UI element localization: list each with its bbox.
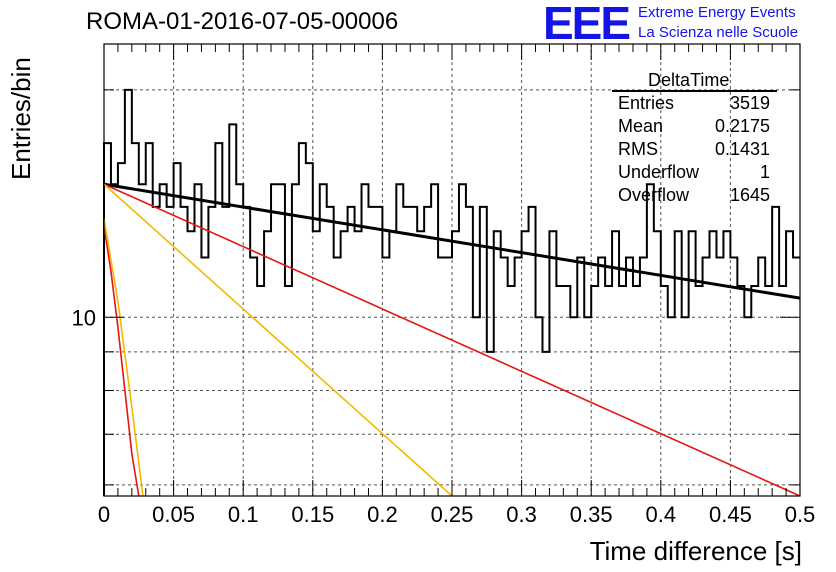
- stats-label-underflow: Underflow: [618, 162, 700, 182]
- x-tick-label: 0.2: [367, 502, 398, 527]
- x-tick-label: 0.4: [646, 502, 677, 527]
- logo-line1: Extreme Energy Events: [638, 4, 796, 21]
- fit-curve-slow-yellow: [103, 183, 453, 497]
- stats-label-mean: Mean: [618, 116, 664, 136]
- stats-value-entries: 3519: [729, 93, 770, 113]
- fit-curve-fast: [103, 226, 140, 497]
- x-tick-label: 0.5: [785, 502, 816, 527]
- x-tick-label: 0: [98, 502, 110, 527]
- x-tick-label: 0.3: [506, 502, 537, 527]
- x-axis-label: Time difference [s]: [589, 536, 802, 566]
- eee-logo: EEE: [543, 0, 631, 49]
- histogram-bars: [103, 88, 800, 496]
- stats-box-title: DeltaTime: [648, 70, 730, 90]
- fit-curve-total: [103, 182, 801, 300]
- x-tick-label: 0.35: [570, 502, 613, 527]
- fit-curve-slow: [103, 183, 801, 497]
- x-tick-label: 0.1: [228, 502, 259, 527]
- x-tick-label: 0.15: [291, 502, 334, 527]
- histogram-step-line: [103, 88, 800, 496]
- y-tick-label: 10: [72, 305, 96, 330]
- stats-label-entries: Entries: [618, 93, 675, 113]
- x-tick-label: 0.25: [431, 502, 474, 527]
- stats-value-underflow: 1: [759, 162, 770, 182]
- stats-label-rms: RMS: [618, 139, 658, 159]
- stats-value-mean: 0.2175: [714, 116, 770, 136]
- axis-tick-labels: 0 0.05 0.1 0.15 0.2 0.25 0.3 0.35 0.4 0.45 0.5 10: [72, 305, 816, 527]
- axis-ticks: [103, 44, 801, 496]
- logo-line2: La Scienza nelle Scuole: [638, 24, 799, 41]
- fit-curve-fast-yellow: [103, 218, 144, 497]
- x-tick-label: 0.05: [152, 502, 195, 527]
- stats-value-rms: 0.1431: [714, 139, 770, 159]
- plot-title: ROMA-01-2016-07-05-00006: [86, 8, 399, 35]
- y-axis-label: Entries/bin: [6, 57, 36, 180]
- x-tick-label: 0.45: [709, 502, 752, 527]
- stats-label-overflow: Overflow: [618, 185, 690, 205]
- stats-value-overflow: 1645: [729, 185, 770, 205]
- fit-curves: [103, 182, 801, 497]
